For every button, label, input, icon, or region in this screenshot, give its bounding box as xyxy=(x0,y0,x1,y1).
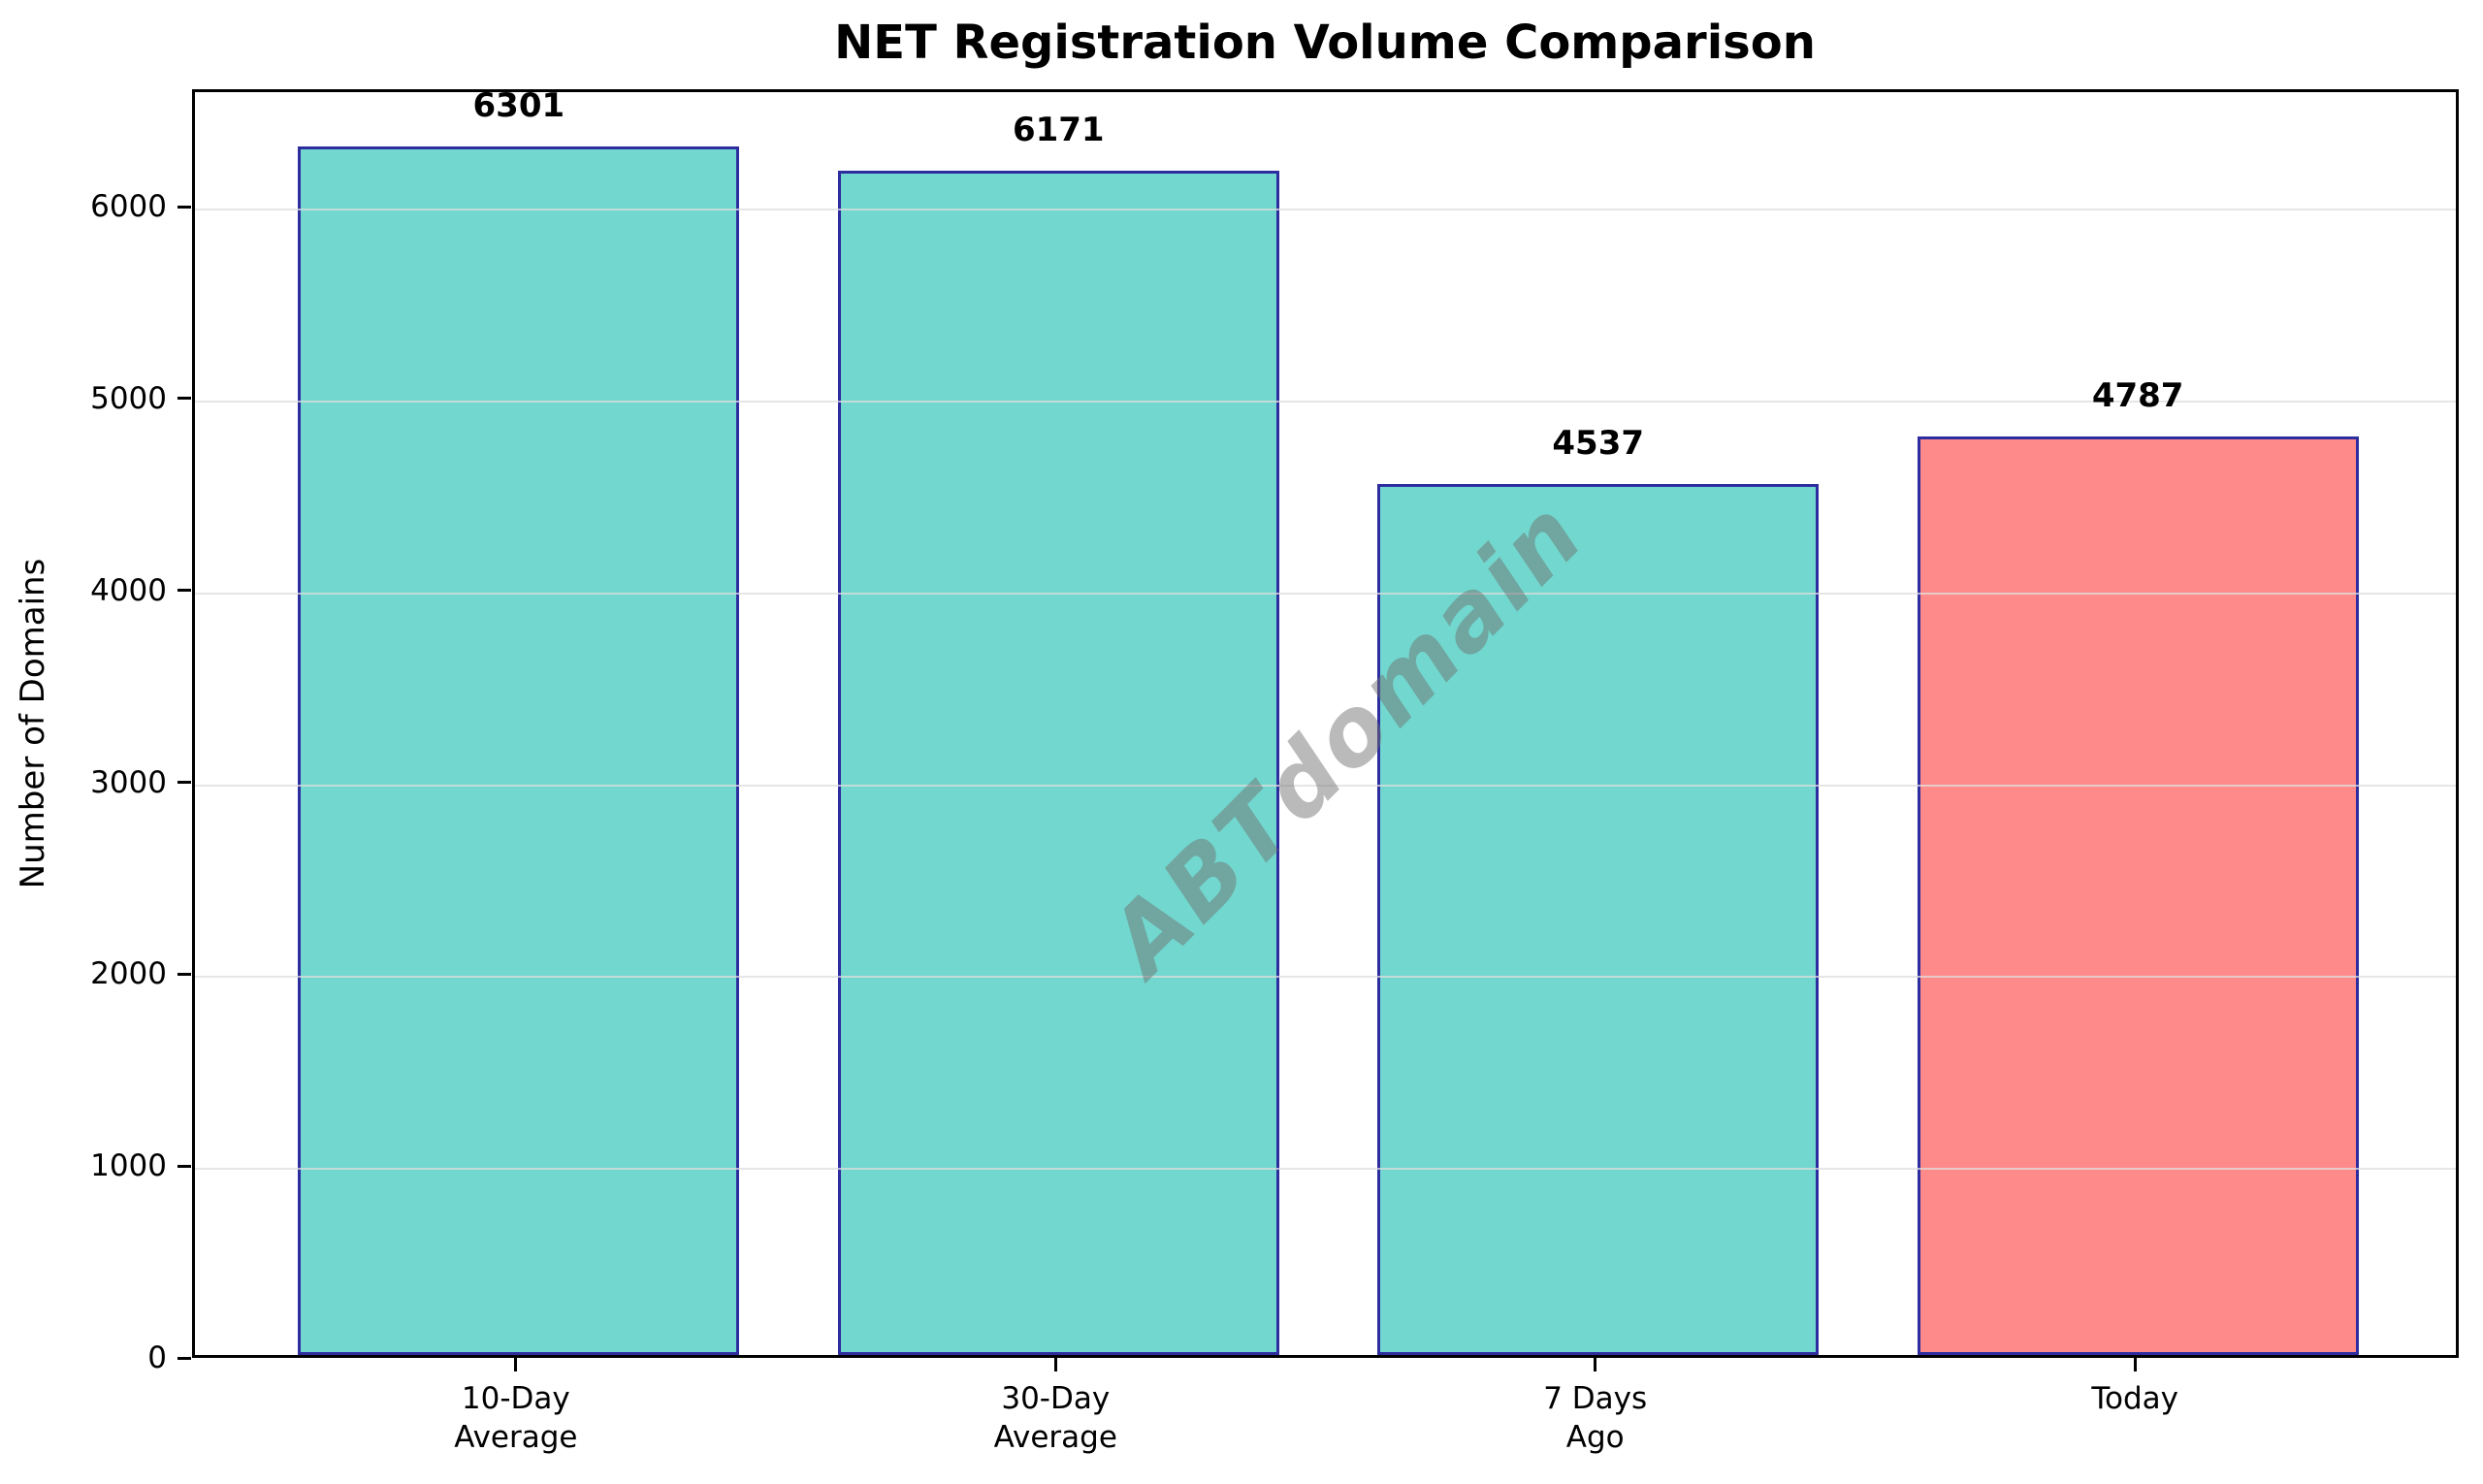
plot-area: 6301 6171 4537 4787 ABTdomain xyxy=(192,85,2459,1358)
y-tick-label-4000: 4000 xyxy=(90,572,167,608)
y-tick-mark-2000 xyxy=(177,972,191,976)
bar-1 xyxy=(837,171,1279,1355)
y-tick-label-0: 0 xyxy=(147,1340,167,1375)
y-tick-mark-5000 xyxy=(177,397,191,401)
y-tick-mark-4000 xyxy=(177,589,191,593)
bar-2 xyxy=(1377,484,1820,1355)
y-tick-mark-0 xyxy=(177,1356,191,1360)
x-tick-label-0: 10-Day Average xyxy=(454,1381,578,1455)
bar-value-label-3: 4787 xyxy=(2091,376,2184,416)
bar-value-label-0: 6301 xyxy=(472,85,565,125)
bar-0 xyxy=(298,145,740,1355)
y-tick-label-2000: 2000 xyxy=(90,956,167,992)
bar-value-label-2: 4537 xyxy=(1552,424,1645,464)
y-tick-mark-6000 xyxy=(177,205,191,209)
bar-value-label-1: 6171 xyxy=(1012,111,1105,150)
x-tick-mark-0 xyxy=(514,1358,518,1371)
x-tick-label-1: 30-Day Average xyxy=(993,1381,1117,1455)
y-tick-label-3000: 3000 xyxy=(90,764,167,800)
y-tick-label-5000: 5000 xyxy=(90,380,167,416)
y-tick-label-6000: 6000 xyxy=(90,189,167,225)
x-tick-mark-1 xyxy=(1053,1358,1057,1371)
x-tick-mark-3 xyxy=(2133,1358,2137,1371)
x-tick-mark-2 xyxy=(1594,1358,1597,1371)
y-tick-mark-3000 xyxy=(177,781,191,785)
y-tick-mark-1000 xyxy=(177,1164,191,1168)
x-tick-label-3: Today xyxy=(2091,1381,2178,1416)
chart-title: NET Registration Volume Comparison xyxy=(834,16,1816,70)
bar-3 xyxy=(1917,436,2359,1355)
y-tick-label-1000: 1000 xyxy=(90,1148,167,1184)
x-tick-label-2: 7 Days Ago xyxy=(1543,1381,1648,1455)
